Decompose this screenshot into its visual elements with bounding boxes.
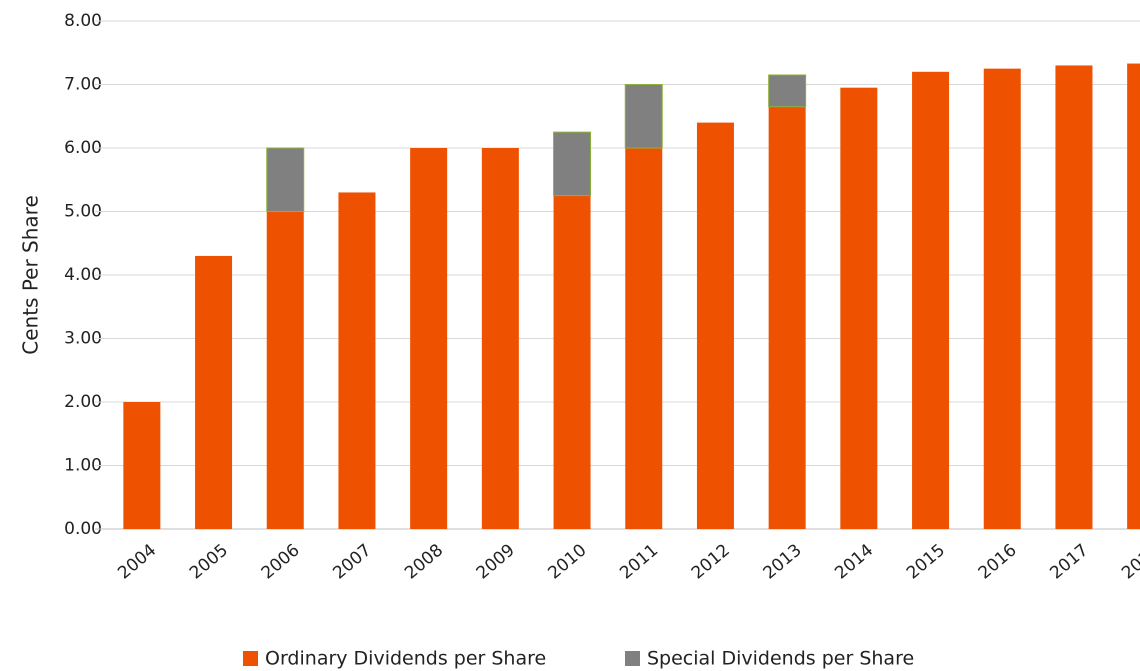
bar [625,148,663,529]
legend-label: Special Dividends per Share [647,648,914,670]
bar [624,84,663,149]
bar [1055,65,1093,529]
bar [768,74,807,108]
x-tick-label: 2016 [975,540,1021,583]
y-axis-label: Cents Per Share [19,195,43,355]
x-tick-label: 2012 [688,540,734,583]
x-tick-label: 2007 [329,540,375,583]
x-tick-label: 2005 [186,540,232,583]
y-tick-label: 5.00 [64,202,102,222]
y-tick-label: 8.00 [64,11,102,31]
bar [266,211,304,529]
bar [195,255,233,529]
x-tick-label: 2004 [114,540,160,583]
x-tick-label: 2009 [473,540,519,583]
bar [768,106,806,529]
x-tick-label: 2014 [831,540,877,583]
y-tick-label: 1.00 [64,456,102,476]
bar [1127,63,1140,530]
y-tick-label: 4.00 [64,265,102,285]
bar [553,195,591,529]
bar [840,87,878,530]
y-tick-label: 2.00 [64,392,102,412]
bar [696,122,734,529]
x-tick-label: 2006 [258,540,304,583]
x-tick-label: 2008 [401,540,447,583]
bar [338,192,376,529]
x-tick-label: 2013 [760,540,806,583]
x-tick-label: 2017 [1046,540,1092,583]
x-tick-label: 2011 [616,540,662,583]
bar [266,147,305,212]
legend-swatch [243,651,258,666]
bar [553,131,592,197]
x-tick-label: 2015 [903,540,949,583]
bar [123,402,161,529]
y-tick-label: 3.00 [64,329,102,349]
y-tick-label: 7.00 [64,75,102,95]
legend-label: Ordinary Dividends per Share [265,648,546,670]
x-tick-label: 2010 [544,540,590,583]
bar [983,68,1021,529]
bar [912,71,950,530]
bar [410,148,448,529]
legend-swatch [625,651,640,666]
y-tick-label: 0.00 [64,519,102,539]
x-tick-label: 2018 [1118,540,1140,583]
y-tick-label: 6.00 [64,138,102,158]
bar [481,148,519,529]
